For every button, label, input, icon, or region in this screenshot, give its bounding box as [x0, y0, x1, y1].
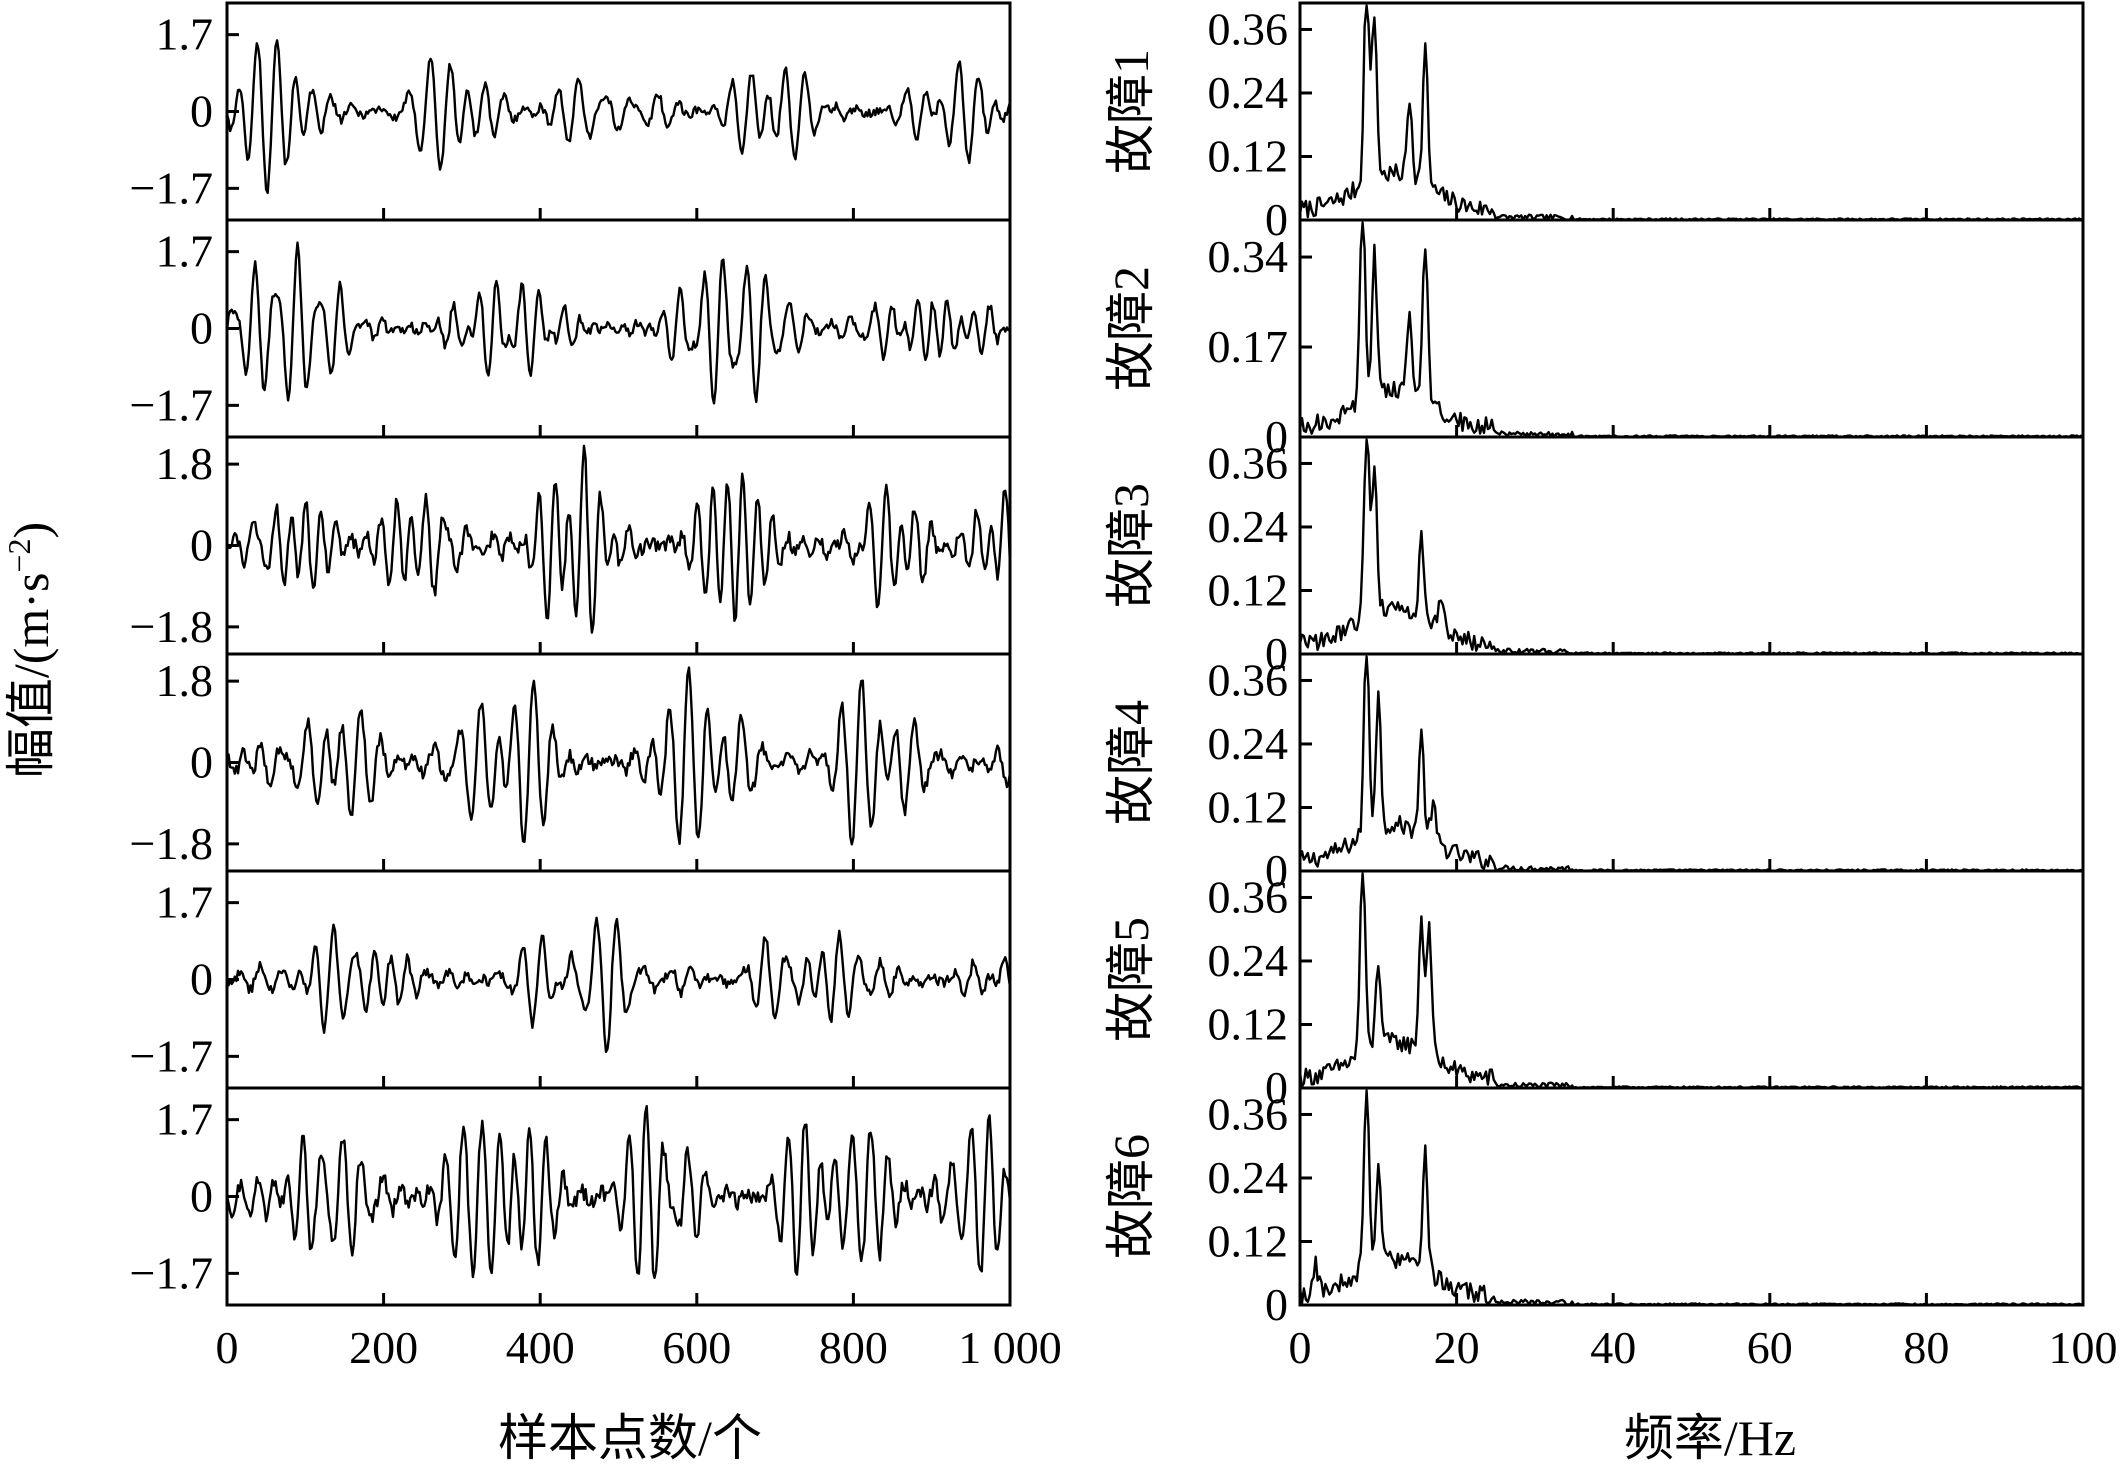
time-x-tick-label: 0 — [216, 1322, 239, 1373]
spectrum-y-tick-label: 0.24 — [1208, 935, 1289, 986]
spectrum-y-tick-label: 0.36 — [1208, 871, 1289, 922]
spectrum-panel-frame-1 — [1298, 1, 2085, 222]
spectrum-y-tick-label: 0 — [1265, 411, 1288, 462]
spectrum-panel-6: 0 0.12 0.24 0.36 故障6 0 20 40 60 80 100 — [1103, 1086, 2118, 1373]
y-label-prefix: 幅值/(m·s — [3, 573, 59, 779]
fault-label-4: 故障4 — [1103, 700, 1159, 825]
spectrum-panel-frame-6 — [1298, 1086, 2085, 1307]
spectrum-x-tick-label: 40 — [1590, 1322, 1636, 1373]
spectrum-y-tick-label: 0.12 — [1208, 1215, 1289, 1266]
spectrum-y-tick-label: 0.12 — [1208, 130, 1289, 181]
time-y-tick-label: −1.7 — [130, 1247, 213, 1298]
time-y-tick-label: 1.7 — [156, 226, 214, 277]
spectrum-y-tick-label: 0 — [1265, 194, 1288, 245]
spectrum-y-tick-label: 0.24 — [1208, 501, 1289, 552]
frequency-spectrum-panels: 0 0.12 0.24 0.36 故障1 0 0.17 0.34 故障2 0 0.12 0.24 0.3… — [1103, 1, 2118, 1373]
time-series-line-3 — [226, 444, 1012, 634]
right-x-axis-label: 频率/Hz — [1624, 1410, 1796, 1466]
time-domain-panels: −1.701.7−1.701.7−1.801.8−1.801.8−1.701.7… — [130, 1, 1062, 1373]
fault-label-2: 故障2 — [1103, 266, 1159, 391]
time-y-tick-label: −1.8 — [130, 601, 213, 652]
spectrum-line-2 — [1298, 221, 2084, 439]
time-y-tick-label: 1.7 — [156, 877, 214, 928]
spectrum-y-tick-label: 0.24 — [1208, 67, 1289, 118]
spectrum-panel-4: 0 0.12 0.24 0.36 故障4 — [1103, 652, 2085, 896]
spectrum-panel-1: 0 0.12 0.24 0.36 故障1 — [1103, 1, 2085, 245]
time-y-tick-label: −1.7 — [130, 379, 213, 430]
time-series-line-4 — [225, 666, 1012, 846]
fault-label-6: 故障6 — [1103, 1134, 1159, 1259]
spectrum-line-6 — [1298, 1089, 2084, 1307]
time-y-tick-label: 0 — [190, 303, 213, 354]
time-y-tick-label: 1.8 — [156, 438, 214, 489]
time-panel-frame-5 — [225, 869, 1012, 1090]
time-panel-1: −1.7 0 1.7 — [130, 1, 1012, 222]
spectrum-panel-5: 0 0.12 0.24 0.36 故障5 — [1103, 869, 2085, 1113]
spectrum-y-tick-label: 0.12 — [1208, 781, 1289, 832]
time-panel-frame-3 — [225, 435, 1012, 656]
spectrum-y-tick-label: 0.34 — [1208, 231, 1289, 282]
spectrum-line-3 — [1298, 438, 2084, 656]
spectrum-x-tick-label: 20 — [1434, 1322, 1480, 1373]
spectrum-x-tick-label: 60 — [1747, 1322, 1793, 1373]
time-x-tick-label: 400 — [506, 1322, 575, 1373]
spectrum-y-tick-label: 0.36 — [1208, 1088, 1289, 1139]
spectrum-y-tick-label: 0.24 — [1208, 718, 1289, 769]
time-panel-6: −1.701.70 200 400 600 800 1 000 — [130, 1086, 1062, 1373]
time-series-line-5 — [225, 916, 1012, 1054]
spectrum-y-tick-label: 0 — [1265, 628, 1288, 679]
time-panel-4: −1.8 0 1.8 — [130, 652, 1012, 873]
time-y-tick-label: 0 — [190, 1171, 213, 1222]
spectrum-x-tick-label: 100 — [2049, 1322, 2118, 1373]
time-y-tick-label: −1.8 — [130, 818, 213, 869]
time-y-tick-label: −1.7 — [130, 162, 213, 213]
fault-label-5: 故障5 — [1103, 917, 1159, 1042]
time-x-tick-label: 800 — [819, 1322, 888, 1373]
fault-label-3: 故障3 — [1103, 483, 1159, 608]
y-label-exponent: −2 — [1, 539, 37, 573]
spectrum-panel-frame-2 — [1298, 218, 2085, 439]
spectrum-y-tick-label: 0.12 — [1208, 564, 1289, 615]
spectrum-x-tick-label: 80 — [1903, 1322, 1949, 1373]
time-series-line-2 — [225, 241, 1011, 405]
y-label-suffix: ) — [3, 522, 59, 539]
time-y-tick-label: 0 — [190, 737, 213, 788]
spectrum-y-tick-label: 0.24 — [1208, 1152, 1289, 1203]
time-panel-3: −1.8 0 1.8 — [130, 435, 1012, 656]
spectrum-line-5 — [1298, 872, 2084, 1090]
time-x-tick-label: 200 — [349, 1322, 418, 1373]
spectrum-y-tick-label: 0 — [1265, 1062, 1288, 1113]
time-panel-2: −1.7 0 1.7 — [130, 218, 1012, 439]
spectrum-x-tick-label: 0 — [1289, 1322, 1312, 1373]
time-x-tick-label: 600 — [662, 1322, 731, 1373]
spectrum-panel-frame-3 — [1298, 435, 2085, 656]
spectrum-y-tick-label: 0 — [1265, 1279, 1288, 1330]
time-y-tick-label: −1.7 — [130, 1030, 213, 1081]
time-y-tick-label: 1.7 — [156, 9, 214, 60]
spectrum-y-tick-label: 0.36 — [1208, 654, 1289, 705]
left-x-axis-label: 样本点数/个 — [498, 1410, 762, 1466]
fault-label-1: 故障1 — [1103, 49, 1159, 174]
time-series-line-1 — [225, 39, 1012, 195]
spectrum-y-tick-label: 0.36 — [1208, 437, 1289, 488]
spectrum-y-tick-label: 0 — [1265, 845, 1288, 896]
spectrum-line-1 — [1298, 4, 2084, 222]
spectrum-panel-frame-4 — [1298, 652, 2085, 873]
spectrum-panel-3: 0 0.12 0.24 0.36 故障3 — [1103, 435, 2085, 679]
time-y-tick-label: 0 — [190, 954, 213, 1005]
time-x-tick-label: 1 000 — [958, 1322, 1062, 1373]
time-y-tick-label: 1.8 — [156, 655, 214, 706]
time-y-tick-label: 0 — [190, 86, 213, 137]
left-y-axis-label: 幅值/(m·s−2) — [1, 522, 59, 778]
time-series-line-6 — [225, 1104, 1012, 1280]
spectrum-line-4 — [1298, 655, 2084, 873]
spectrum-y-tick-label: 0.12 — [1208, 998, 1289, 1049]
time-y-tick-label: 0 — [190, 520, 213, 571]
time-panel-5: −1.7 0 1.7 — [130, 869, 1012, 1090]
time-y-tick-label: 1.7 — [156, 1094, 214, 1145]
spectrum-y-tick-label: 0.36 — [1208, 3, 1289, 54]
spectrum-panel-2: 0 0.17 0.34 故障2 — [1103, 218, 2085, 462]
spectrum-y-tick-label: 0.17 — [1208, 321, 1289, 372]
